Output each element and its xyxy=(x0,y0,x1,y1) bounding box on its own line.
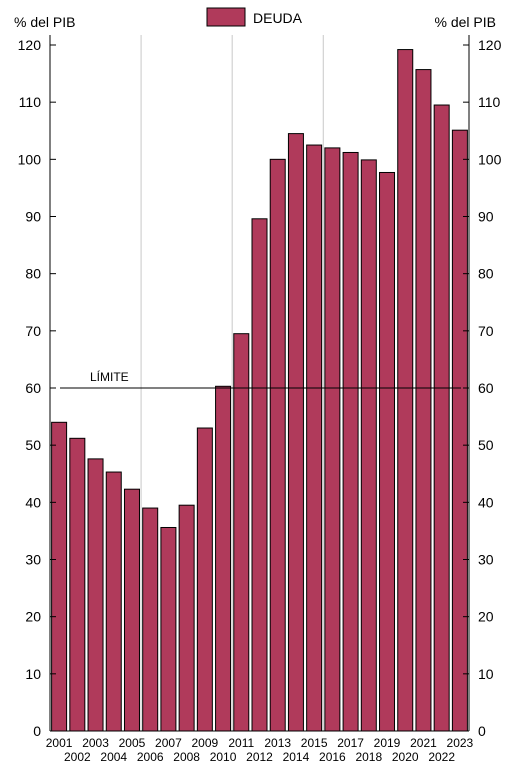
left-tick-label: 50 xyxy=(25,437,41,453)
x-tick-label-2003: 2003 xyxy=(82,736,109,750)
left-tick-label: 100 xyxy=(18,151,42,167)
bar-2015 xyxy=(306,144,323,732)
x-tick-label-2014: 2014 xyxy=(283,750,310,764)
x-tick-label-2021: 2021 xyxy=(410,736,437,750)
legend-swatch xyxy=(206,7,246,27)
legend-label: DEUDA xyxy=(253,10,303,26)
bar-2004 xyxy=(105,471,122,732)
bar-2022 xyxy=(433,104,450,732)
x-tick-label-2022: 2022 xyxy=(428,750,455,764)
x-tick-label-2013: 2013 xyxy=(264,736,291,750)
right-tick-label: 70 xyxy=(478,323,494,339)
x-tick-label-2007: 2007 xyxy=(155,736,182,750)
left-tick-label: 70 xyxy=(25,323,41,339)
x-tick-label-2016: 2016 xyxy=(319,750,346,764)
bar-2023 xyxy=(451,129,468,732)
bar-2020 xyxy=(397,49,414,732)
right-tick-label: 90 xyxy=(478,209,494,225)
bar-2009 xyxy=(196,427,213,732)
bar-2017 xyxy=(342,151,359,732)
limit-label: LÍMITE xyxy=(90,369,129,384)
x-tick-label-2020: 2020 xyxy=(392,750,419,764)
x-tick-label-2008: 2008 xyxy=(173,750,200,764)
bar-2006 xyxy=(142,507,159,732)
bar-2014 xyxy=(287,133,304,732)
left-tick-label: 80 xyxy=(25,266,41,282)
left-tick-label: 20 xyxy=(25,609,41,625)
left-tick-label: 10 xyxy=(25,666,41,682)
x-tick-label-2017: 2017 xyxy=(337,736,364,750)
left-axis-unit: % del PIB xyxy=(14,14,75,30)
right-tick-label: 60 xyxy=(478,380,494,396)
bar-2012 xyxy=(251,218,268,732)
bar-2019 xyxy=(379,171,396,732)
bar-2007 xyxy=(160,526,177,732)
right-tick-label: 80 xyxy=(478,266,494,282)
left-tick-label: 110 xyxy=(19,94,42,110)
bar-2013 xyxy=(269,158,286,732)
bar-2005 xyxy=(123,488,140,732)
x-tick-label-2023: 2023 xyxy=(447,736,474,750)
bar-2018 xyxy=(360,159,377,732)
right-tick-label: 20 xyxy=(478,609,494,625)
left-tick-label: 90 xyxy=(25,209,41,225)
right-tick-label: 30 xyxy=(478,552,494,568)
x-tick-label-2006: 2006 xyxy=(137,750,164,764)
x-tick-label-2019: 2019 xyxy=(374,736,401,750)
x-tick-label-2011: 2011 xyxy=(228,736,254,750)
right-tick-label: 120 xyxy=(478,37,502,53)
legend: DEUDA xyxy=(206,7,303,27)
right-tick-label: 0 xyxy=(478,723,486,739)
right-tick-label: 100 xyxy=(478,151,502,167)
x-tick-label-2009: 2009 xyxy=(191,736,218,750)
bar-2002 xyxy=(69,437,86,732)
bar-2003 xyxy=(87,458,104,732)
x-tick-label-2012: 2012 xyxy=(246,750,273,764)
right-tick-label: 10 xyxy=(478,666,494,682)
bar-2016 xyxy=(324,147,341,732)
right-axis-unit: % del PIB xyxy=(435,14,496,30)
x-tick-label-2018: 2018 xyxy=(355,750,382,764)
x-tick-label-2005: 2005 xyxy=(119,736,146,750)
right-tick-label: 50 xyxy=(478,437,494,453)
bar-2001 xyxy=(51,421,68,732)
bar-2008 xyxy=(178,504,195,732)
bars-layer xyxy=(51,49,468,732)
x-tick-label-2001: 2001 xyxy=(46,736,73,750)
right-tick-label: 110 xyxy=(478,94,501,110)
left-tick-label: 120 xyxy=(18,37,42,53)
x-tick-label-2015: 2015 xyxy=(301,736,328,750)
grid-layer xyxy=(140,35,324,731)
bar-2010 xyxy=(215,385,232,732)
left-tick-label: 60 xyxy=(25,380,41,396)
x-tick-label-2010: 2010 xyxy=(210,750,237,764)
bar-2021 xyxy=(415,69,432,732)
x-tick-label-2002: 2002 xyxy=(64,750,91,764)
left-tick-label: 0 xyxy=(33,723,41,739)
right-tick-label: 40 xyxy=(478,494,494,510)
left-tick-label: 30 xyxy=(25,552,41,568)
bar-2011 xyxy=(233,333,250,732)
x-tick-label-2004: 2004 xyxy=(100,750,127,764)
left-tick-label: 40 xyxy=(25,494,41,510)
reference-layer: LÍMITE xyxy=(60,369,461,389)
